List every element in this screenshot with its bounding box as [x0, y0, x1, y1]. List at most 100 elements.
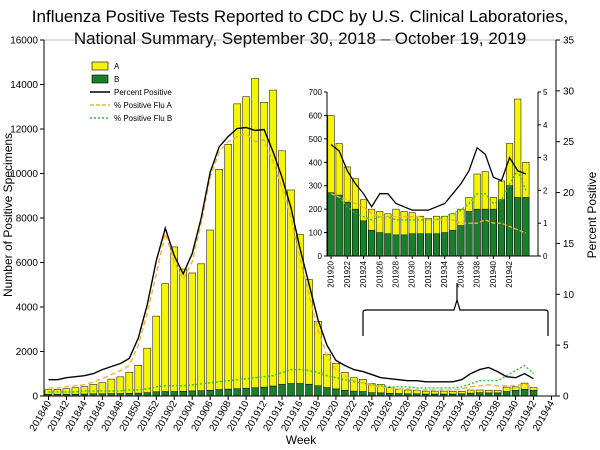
- bar-a: [350, 377, 358, 392]
- inset-y-tick-label: 500: [309, 135, 323, 144]
- bar-a: [107, 378, 116, 394]
- bar-b: [323, 387, 331, 397]
- bar-a: [260, 102, 268, 388]
- bar-a: [269, 89, 277, 387]
- y2-tick-label: 20: [563, 188, 575, 199]
- bar-a: [89, 384, 98, 395]
- inset-y2-tick-label: 0: [543, 252, 548, 261]
- inset-bar-b: [424, 233, 432, 257]
- y2-axis-label: Percent Positive: [585, 171, 599, 258]
- bar-a: [439, 390, 448, 395]
- bar-b: [520, 389, 529, 397]
- bar-b: [332, 388, 340, 397]
- y2-tick-label: 30: [563, 86, 575, 97]
- bar-b: [269, 385, 277, 397]
- legend-label: % Positive Flu A: [114, 101, 172, 110]
- bar-b: [475, 392, 484, 397]
- inset-y2-tick-label: 5: [543, 88, 548, 97]
- bar-b: [170, 391, 178, 397]
- y2-tick-label: 5: [563, 341, 569, 352]
- inset-bar-b: [457, 225, 465, 257]
- bar-a: [386, 387, 394, 394]
- inset-bar-b: [416, 233, 424, 257]
- bar-a: [502, 386, 511, 392]
- y2-tick-label: 35: [563, 36, 575, 47]
- bar-b: [161, 391, 170, 397]
- inset-y-tick-label: 0: [318, 252, 323, 261]
- inset-bar-b: [506, 185, 514, 257]
- x-axis-label: Week: [286, 433, 317, 447]
- inset-y2-tick-label: 1: [543, 219, 548, 228]
- bar-a: [422, 390, 430, 395]
- bar-a: [395, 388, 403, 394]
- inset-x-tick-label: 201932: [424, 260, 433, 287]
- y2-tick-label: 25: [563, 137, 575, 148]
- y2-tick-label: 15: [563, 239, 575, 250]
- y-tick-label: 8000: [16, 214, 39, 225]
- bar-a: [134, 365, 143, 394]
- bar-a: [80, 386, 89, 395]
- bar-b: [188, 390, 196, 397]
- line-percent-positive: [48, 126, 534, 383]
- inset-bar-b: [368, 229, 376, 257]
- bar-a: [529, 387, 538, 391]
- inset-bar-b: [433, 233, 441, 257]
- chart-title-line2: National Summary, September 30, 2018 – O…: [74, 29, 526, 48]
- inset-x-tick-label: 201920: [327, 260, 336, 287]
- bar-b: [179, 391, 187, 397]
- inset-x-tick-label: 201928: [391, 260, 400, 287]
- legend-swatch: [91, 61, 109, 71]
- y-tick-label: 10000: [10, 169, 38, 180]
- bar-b: [359, 391, 367, 397]
- bar-b: [206, 389, 214, 397]
- bar-a: [152, 315, 161, 393]
- inset-bar-b: [335, 194, 343, 257]
- inset-bar-b: [465, 211, 473, 257]
- inset-x-tick-label: 201940: [489, 260, 498, 287]
- bar-a: [475, 389, 484, 393]
- inset-bar-b: [473, 208, 481, 257]
- inset-bar-b: [441, 232, 449, 257]
- inset-bracket: [362, 297, 549, 336]
- legend-label: Percent Positive: [114, 88, 172, 97]
- inset-bar-b: [400, 234, 408, 257]
- bar-a: [457, 391, 466, 395]
- y2-tick-label: 10: [563, 290, 575, 301]
- bar-a: [359, 379, 367, 392]
- bar-a: [484, 389, 493, 394]
- bar-a: [368, 383, 376, 393]
- inset-bar-b: [351, 208, 359, 257]
- bar-a: [233, 103, 241, 389]
- bar-a: [430, 390, 439, 395]
- legend-label: B: [114, 75, 119, 84]
- y-axis-label: Number of Positive Specimens: [1, 133, 15, 297]
- bar-b: [529, 390, 538, 397]
- bar-a: [197, 263, 205, 391]
- y-tick-label: 14000: [10, 80, 38, 91]
- bar-b: [502, 391, 511, 397]
- inset-line-percent-positive: [330, 143, 527, 211]
- y2-tick-label: 0: [563, 392, 569, 403]
- bar-b: [143, 392, 152, 397]
- bar-b: [251, 387, 259, 397]
- bar-a: [206, 229, 214, 391]
- bar-b: [152, 391, 161, 397]
- inset-x-tick-label: 201930: [408, 260, 417, 287]
- bar-a: [179, 268, 187, 392]
- inset-bar-b: [384, 233, 392, 257]
- bar-b: [341, 389, 349, 397]
- bar-a: [224, 144, 232, 390]
- bar-a: [511, 386, 520, 391]
- inset-bar-b: [376, 232, 384, 257]
- bar-b: [242, 387, 250, 397]
- bar-a: [493, 389, 502, 394]
- bar-b: [233, 388, 241, 397]
- y-tick-label: 4000: [16, 303, 39, 314]
- inset-x-tick-label: 201936: [456, 260, 465, 287]
- inset-y-tick-label: 700: [309, 88, 323, 97]
- y-tick-label: 0: [32, 392, 38, 403]
- inset-line-pct-flu-b: [330, 169, 527, 221]
- y-tick-label: 2000: [16, 347, 39, 358]
